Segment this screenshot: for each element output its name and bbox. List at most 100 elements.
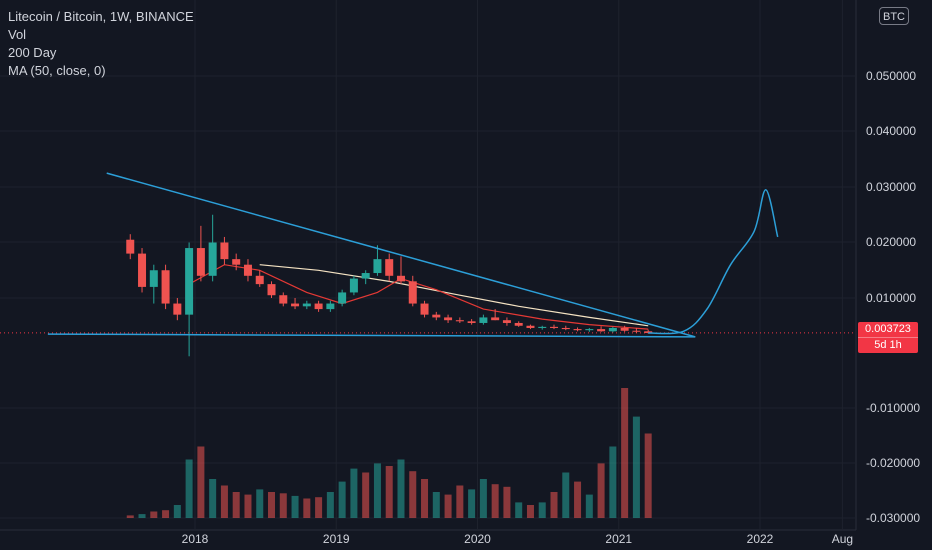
volume-bar [162,510,170,518]
ma-200-day-line [259,264,649,327]
volume-bar [209,479,217,518]
x-tick-label: 2021 [605,532,632,546]
candle-body [338,292,347,304]
chart-legend: Litecoin / Bitcoin, 1W, BINANCE Vol 200 … [8,8,194,80]
candle-body [314,303,323,310]
candle-body [185,248,194,315]
candle-body [138,253,147,287]
candle-body [467,321,476,323]
volume-bar [338,481,346,518]
volume-bars [126,388,652,518]
volume-bar [244,494,252,518]
volume-bar [173,505,181,518]
candle-body [420,303,429,315]
legend-title[interactable]: Litecoin / Bitcoin, 1W, BINANCE [8,9,194,24]
candle-body [632,330,641,332]
volume-bar [409,471,417,518]
candle-body [479,317,488,323]
volume-bar [138,514,146,518]
volume-bar [362,472,370,518]
candle-body [550,326,559,328]
candle-body [326,303,335,310]
volume-bar [232,492,240,518]
candle-body [126,239,135,254]
volume-bar [256,489,264,518]
volume-bar [303,498,311,518]
candle-body [644,331,653,333]
legend-ma[interactable]: MA (50, close, 0) [8,63,106,78]
volume-bar [350,468,358,518]
x-tick-label: 2022 [747,532,774,546]
legend-200-day[interactable]: 200 Day [8,45,57,60]
grid [0,0,857,531]
candle-body [255,275,264,285]
volume-bar [526,505,534,518]
candle-body [455,320,464,322]
volume-bar [621,388,629,518]
candle-body [408,281,417,304]
volume-bar [479,479,487,518]
volume-bar [373,463,381,518]
volume-bar [538,502,546,518]
volume-bar [385,466,393,518]
volume-bar [326,492,334,518]
legend-volume[interactable]: Vol [8,27,27,42]
x-tick-label: 2018 [182,532,209,546]
candle-body [608,327,617,332]
candle-body [232,259,241,265]
trendline-upper[interactable] [106,172,696,338]
candle-body [526,325,535,328]
volume-bar [562,472,570,518]
candle-body [373,259,382,274]
candle-body [585,329,594,331]
candle-body [432,314,441,318]
currency-badge[interactable]: BTC [879,7,909,25]
volume-bar [574,481,582,518]
candle-body [243,264,252,276]
drawings [47,172,779,338]
volume-bar [515,502,523,518]
volume-bar [632,416,640,518]
candle-body [208,242,217,276]
y-tick-label: -0.030000 [866,511,920,525]
trendline-lower[interactable] [47,333,696,338]
volume-bar [126,515,134,518]
y-tick-label: 0.050000 [866,69,916,83]
candle-body [302,303,311,307]
last-price-badge: 0.003723 5d 1h [858,322,918,353]
volume-bar [291,495,299,518]
candle-body [620,327,629,331]
y-tick-label: 0.040000 [866,124,916,138]
candle-body [291,303,300,307]
volume-bar [503,486,511,518]
candle-body [396,275,405,282]
volume-bar [268,492,276,518]
volume-bar [315,497,323,518]
volume-bar [644,433,652,518]
ma-50-line [188,264,649,330]
volume-bar [397,459,405,518]
candle-body [385,259,394,276]
volume-bar [597,463,605,518]
x-tick-label: 2020 [464,532,491,546]
y-tick-label: 0.010000 [866,291,916,305]
x-tick-label: Aug [832,532,853,546]
x-tick-label: 2019 [323,532,350,546]
badge-separator [858,337,918,338]
projection-curve[interactable] [648,189,779,335]
candle-body [361,273,370,279]
y-tick-label: -0.020000 [866,456,920,470]
volume-bar [491,484,499,518]
candle-body [149,270,158,287]
candle-body [173,303,182,315]
volume-bar [421,479,429,518]
volume-bar [220,485,228,518]
candle-body [561,327,570,330]
volume-bar [444,494,452,518]
candle-body [502,320,511,323]
volume-bar [456,485,464,518]
candle-body [267,284,276,296]
volume-bar [468,489,476,518]
bar-countdown: 5d 1h [874,339,902,351]
